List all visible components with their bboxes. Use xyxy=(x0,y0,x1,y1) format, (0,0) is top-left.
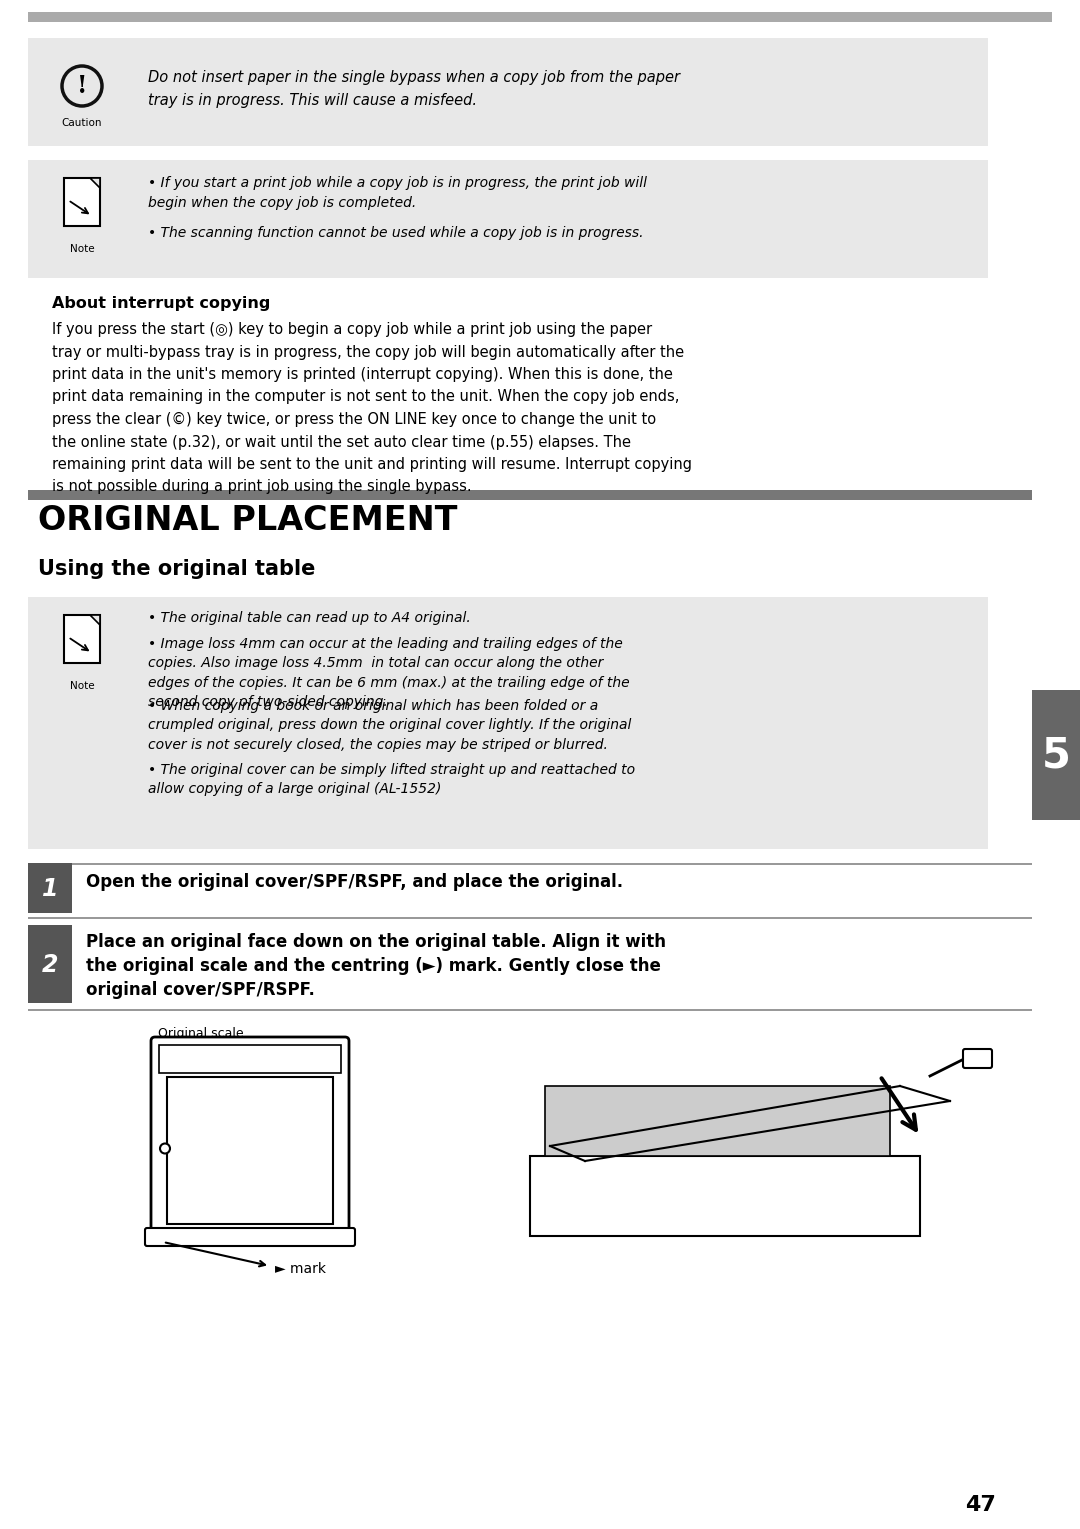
Text: • When copying a book or an original which has been folded or a
crumpled origina: • When copying a book or an original whi… xyxy=(148,699,632,752)
FancyBboxPatch shape xyxy=(530,1156,920,1235)
FancyBboxPatch shape xyxy=(64,177,100,226)
FancyBboxPatch shape xyxy=(167,1076,333,1225)
Polygon shape xyxy=(90,177,100,188)
Text: Open the original cover/SPF/RSPF, and place the original.: Open the original cover/SPF/RSPF, and pl… xyxy=(86,873,623,891)
Text: the online state (p.32), or wait until the set auto clear time (p.55) elapses. T: the online state (p.32), or wait until t… xyxy=(52,434,631,450)
FancyBboxPatch shape xyxy=(28,38,988,145)
Text: Note: Note xyxy=(70,680,94,691)
Text: Caution: Caution xyxy=(62,118,103,128)
FancyBboxPatch shape xyxy=(28,596,988,849)
Text: • Image loss 4mm can occur at the leading and trailing edges of the
copies. Also: • Image loss 4mm can occur at the leadin… xyxy=(148,638,630,709)
FancyBboxPatch shape xyxy=(28,862,1032,865)
Text: • The original table can read up to A4 original.: • The original table can read up to A4 o… xyxy=(148,612,471,625)
Text: Using the original table: Using the original table xyxy=(38,560,315,579)
Text: the original scale and the centring (►) mark. Gently close the: the original scale and the centring (►) … xyxy=(86,957,661,976)
Text: press the clear (©) key twice, or press the ON LINE key once to change the unit : press the clear (©) key twice, or press … xyxy=(52,411,657,427)
Text: 2: 2 xyxy=(42,953,58,977)
Text: print data in the unit's memory is printed (interrupt copying). When this is don: print data in the unit's memory is print… xyxy=(52,367,673,382)
Text: remaining print data will be sent to the unit and printing will resume. Interrup: remaining print data will be sent to the… xyxy=(52,457,692,472)
Polygon shape xyxy=(90,615,100,625)
Text: 5: 5 xyxy=(1041,734,1070,777)
Text: • The original cover can be simply lifted straight up and reattached to
allow co: • The original cover can be simply lifte… xyxy=(148,763,635,797)
Text: • If you start a print job while a copy job is in progress, the print job will
b: • If you start a print job while a copy … xyxy=(148,176,647,209)
FancyBboxPatch shape xyxy=(159,1044,341,1073)
FancyBboxPatch shape xyxy=(145,1228,355,1246)
FancyBboxPatch shape xyxy=(64,615,100,664)
Text: If you press the start (◎) key to begin a copy job while a print job using the p: If you press the start (◎) key to begin … xyxy=(52,323,652,336)
Text: ORIGINAL PLACEMENT: ORIGINAL PLACEMENT xyxy=(38,505,457,537)
FancyBboxPatch shape xyxy=(28,862,72,913)
Text: original cover/SPF/RSPF.: original cover/SPF/RSPF. xyxy=(86,982,315,998)
Text: 1: 1 xyxy=(42,878,58,901)
FancyBboxPatch shape xyxy=(963,1049,993,1067)
Text: is not possible during a print job using the single bypass.: is not possible during a print job using… xyxy=(52,480,472,494)
Polygon shape xyxy=(545,1086,890,1156)
Text: Note: Note xyxy=(70,245,94,254)
FancyBboxPatch shape xyxy=(28,489,1032,500)
FancyBboxPatch shape xyxy=(28,161,988,278)
Text: • The scanning function cannot be used while a copy job is in progress.: • The scanning function cannot be used w… xyxy=(148,226,644,240)
FancyBboxPatch shape xyxy=(1032,690,1080,820)
Text: Place an original face down on the original table. Align it with: Place an original face down on the origi… xyxy=(86,933,666,951)
Text: About interrupt copying: About interrupt copying xyxy=(52,297,270,310)
FancyBboxPatch shape xyxy=(28,1009,1032,1011)
FancyBboxPatch shape xyxy=(28,917,1032,919)
Circle shape xyxy=(160,1144,170,1153)
Text: Original scale: Original scale xyxy=(158,1027,244,1040)
Text: !: ! xyxy=(77,73,87,98)
Text: ► mark: ► mark xyxy=(275,1261,326,1277)
Text: 47: 47 xyxy=(964,1495,996,1515)
Text: print data remaining in the computer is not sent to the unit. When the copy job : print data remaining in the computer is … xyxy=(52,390,679,405)
FancyBboxPatch shape xyxy=(151,1037,349,1240)
Text: tray or multi-bypass tray is in progress, the copy job will begin automatically : tray or multi-bypass tray is in progress… xyxy=(52,344,684,359)
Text: Do not insert paper in the single bypass when a copy job from the paper
tray is : Do not insert paper in the single bypass… xyxy=(148,70,680,109)
FancyBboxPatch shape xyxy=(28,925,72,1003)
FancyBboxPatch shape xyxy=(28,12,1052,21)
